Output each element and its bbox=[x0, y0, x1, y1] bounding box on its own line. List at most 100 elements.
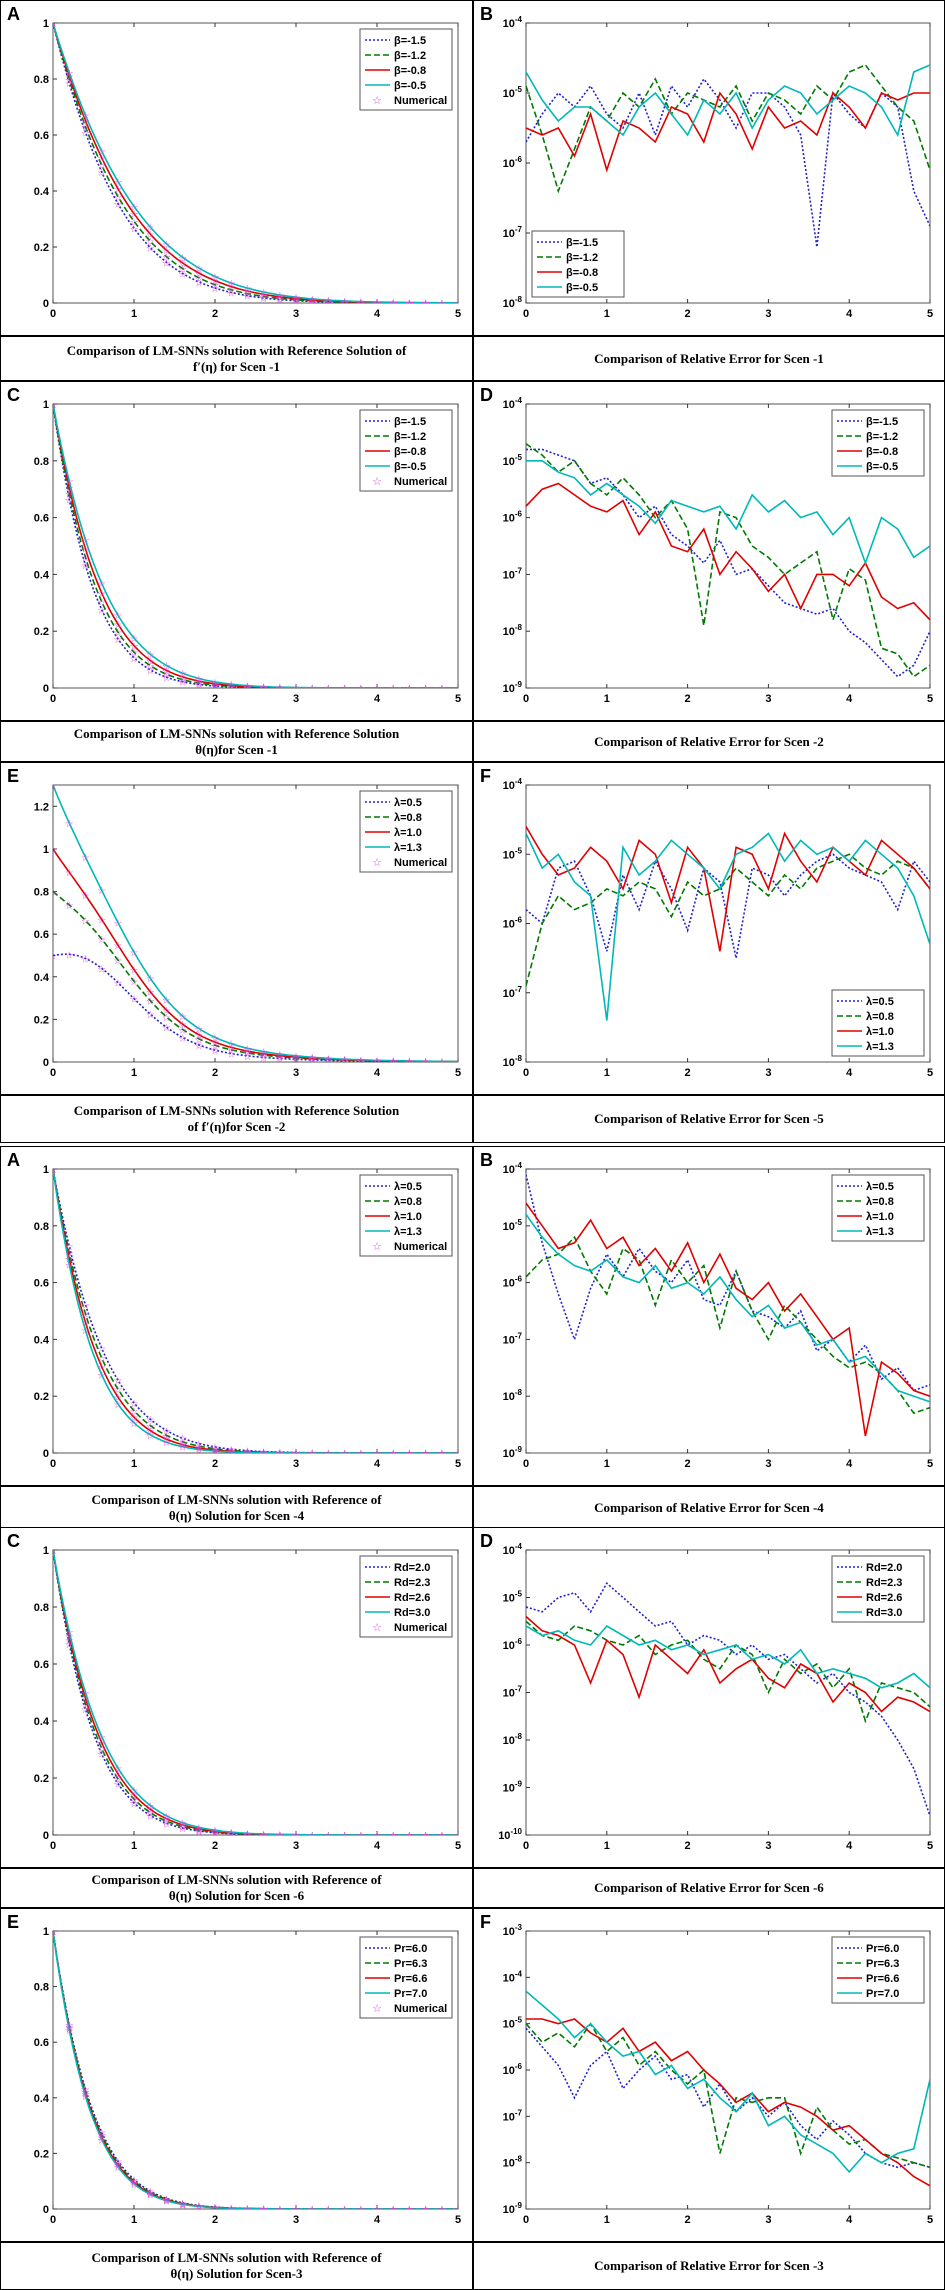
y-tick-label: 10-9 bbox=[503, 1780, 523, 1795]
x-tick-label: 5 bbox=[927, 308, 933, 320]
panel-label: C bbox=[7, 1531, 20, 1551]
y-tick-label: 10-6 bbox=[503, 916, 523, 931]
numerical-marker: ☆ bbox=[259, 683, 268, 694]
y-tick-label: 10-7 bbox=[503, 1685, 523, 1700]
numerical-marker: ☆ bbox=[340, 684, 349, 695]
numerical-marker: ☆ bbox=[211, 1041, 220, 1052]
x-tick-label: 2 bbox=[685, 693, 691, 705]
numerical-marker: ☆ bbox=[97, 168, 106, 179]
numerical-marker: ☆ bbox=[113, 918, 122, 929]
numerical-marker: ☆ bbox=[421, 1449, 430, 1460]
numerical-marker: ☆ bbox=[113, 1400, 122, 1411]
series-line-4 bbox=[53, 23, 458, 303]
numerical-marker: ☆ bbox=[324, 2205, 333, 2216]
numerical-marker: ☆ bbox=[259, 1448, 268, 1459]
numerical-marker: ☆ bbox=[389, 684, 398, 695]
series-line-3 bbox=[526, 482, 930, 621]
numerical-marker: ☆ bbox=[421, 684, 430, 695]
numerical-marker: ☆ bbox=[373, 298, 382, 309]
numerical-marker: ☆ bbox=[324, 1449, 333, 1460]
numerical-marker: ☆ bbox=[356, 1056, 365, 1067]
numerical-marker: ☆ bbox=[65, 2024, 74, 2035]
numerical-marker: ☆ bbox=[130, 977, 139, 988]
legend: λ=0.5 λ=0.8 λ=1.0 λ=1.3 ☆ Numerical bbox=[359, 790, 453, 873]
y-tick-label: 10-8 bbox=[503, 623, 523, 638]
y-tick-label: 0.6 bbox=[34, 2037, 49, 2049]
numerical-marker: ☆ bbox=[178, 2199, 187, 2210]
x-tick-label: 3 bbox=[293, 693, 299, 705]
numerical-marker: ☆ bbox=[373, 684, 382, 695]
y-tick-label: 0.4 bbox=[34, 972, 50, 984]
chart-panel-8: B 0 1 2 3 4 5 10-9 10-8 10-7 10-6 10-5 10-4 λ=0.5 λ=0.… bbox=[473, 1146, 945, 1486]
numerical-marker: ☆ bbox=[292, 295, 301, 306]
numerical-marker: ☆ bbox=[162, 2194, 171, 2205]
x-tick-label: 3 bbox=[293, 2214, 299, 2226]
numerical-marker: ☆ bbox=[405, 1057, 414, 1068]
numerical-marker: ☆ bbox=[421, 2205, 430, 2216]
numerical-marker: ☆ bbox=[194, 1827, 203, 1838]
numerical-marker: ☆ bbox=[130, 2180, 139, 2191]
x-tick-label: 0 bbox=[523, 1458, 529, 1470]
numerical-marker: ☆ bbox=[259, 290, 268, 301]
numerical-marker: ☆ bbox=[49, 400, 58, 411]
numerical-marker: ☆ bbox=[178, 1823, 187, 1834]
x-tick-label: 2 bbox=[685, 1840, 691, 1852]
numerical-marker: ☆ bbox=[211, 281, 220, 292]
numerical-marker: ☆ bbox=[421, 1058, 430, 1069]
numerical-marker: ☆ bbox=[178, 1441, 187, 1452]
numerical-marker: ☆ bbox=[81, 1301, 90, 1312]
numerical-marker: ☆ bbox=[275, 2205, 284, 2216]
numerical-marker: ☆ bbox=[194, 264, 203, 275]
legend-numerical-marker: ☆ bbox=[372, 1241, 382, 1253]
numerical-marker: ☆ bbox=[162, 1431, 171, 1442]
y-tick-label: 0.2 bbox=[34, 1773, 49, 1785]
numerical-marker: ☆ bbox=[259, 1830, 268, 1841]
y-tick-label: 0.6 bbox=[34, 1659, 49, 1671]
numerical-marker: ☆ bbox=[113, 2161, 122, 2172]
numerical-marker: ☆ bbox=[227, 1049, 236, 1060]
numerical-marker: ☆ bbox=[178, 676, 187, 687]
numerical-marker: ☆ bbox=[405, 1449, 414, 1460]
chart-svg: 0 1 2 3 4 5 10-9 10-8 10-7 10-6 10-5 10-4 10-3 Pr=6.0… bbox=[503, 1923, 933, 2226]
numerical-marker: ☆ bbox=[259, 2205, 268, 2216]
numerical-marker: ☆ bbox=[275, 291, 284, 302]
chart-svg: 0 1 2 3 4 510-910-810-710-610-510-4β=-1.5β=-1… bbox=[503, 396, 933, 705]
numerical-marker: ☆ bbox=[340, 1055, 349, 1066]
numerical-marker: ☆ bbox=[275, 1054, 284, 1065]
numerical-marker: ☆ bbox=[454, 1831, 463, 1842]
y-tick-label: 0.2 bbox=[34, 1014, 49, 1026]
x-tick-label: 1 bbox=[604, 308, 610, 320]
numerical-marker: ☆ bbox=[194, 2202, 203, 2213]
numerical-marker: ☆ bbox=[49, 1546, 58, 1557]
numerical-marker: ☆ bbox=[211, 284, 220, 295]
series-line-2 bbox=[53, 1931, 458, 2209]
legend-entry: β=-1.5 bbox=[866, 416, 898, 428]
numerical-marker: ☆ bbox=[292, 1054, 301, 1065]
y-tick-label: 10-6 bbox=[503, 1275, 523, 1290]
numerical-marker: ☆ bbox=[146, 656, 155, 667]
y-tick-label: 10-5 bbox=[503, 2016, 523, 2031]
numerical-marker: ☆ bbox=[227, 1046, 236, 1057]
series-line-4 bbox=[526, 1213, 930, 1403]
numerical-marker: ☆ bbox=[308, 295, 317, 306]
numerical-marker: ☆ bbox=[405, 1449, 414, 1460]
legend-entry: λ=1.3 bbox=[394, 842, 422, 854]
numerical-marker: ☆ bbox=[162, 253, 171, 264]
panel-caption: Comparison of Relative Error for Scen -3 bbox=[473, 2242, 945, 2290]
y-tick-label: 0.2 bbox=[34, 242, 49, 254]
numerical-marker: ☆ bbox=[324, 1831, 333, 1842]
numerical-marker: ☆ bbox=[292, 2205, 301, 2216]
numerical-marker: ☆ bbox=[454, 1058, 463, 1069]
chart-panel-10: D 0 1 2 3 4 5 10-10 10-9 10-8 10-7 10-6 10-5 10-4 Rd=2… bbox=[473, 1527, 945, 1868]
y-tick-label: 10-4 bbox=[503, 1969, 523, 1984]
numerical-marker: ☆ bbox=[243, 1830, 252, 1841]
numerical-marker: ☆ bbox=[454, 2205, 463, 2216]
numerical-marker: ☆ bbox=[146, 988, 155, 999]
numerical-marker: ☆ bbox=[113, 192, 122, 203]
numerical-marker: ☆ bbox=[405, 684, 414, 695]
numerical-marker: ☆ bbox=[162, 2195, 171, 2206]
numerical-marker: ☆ bbox=[259, 1830, 268, 1841]
numerical-marker: ☆ bbox=[340, 684, 349, 695]
numerical-marker: ☆ bbox=[65, 495, 74, 506]
